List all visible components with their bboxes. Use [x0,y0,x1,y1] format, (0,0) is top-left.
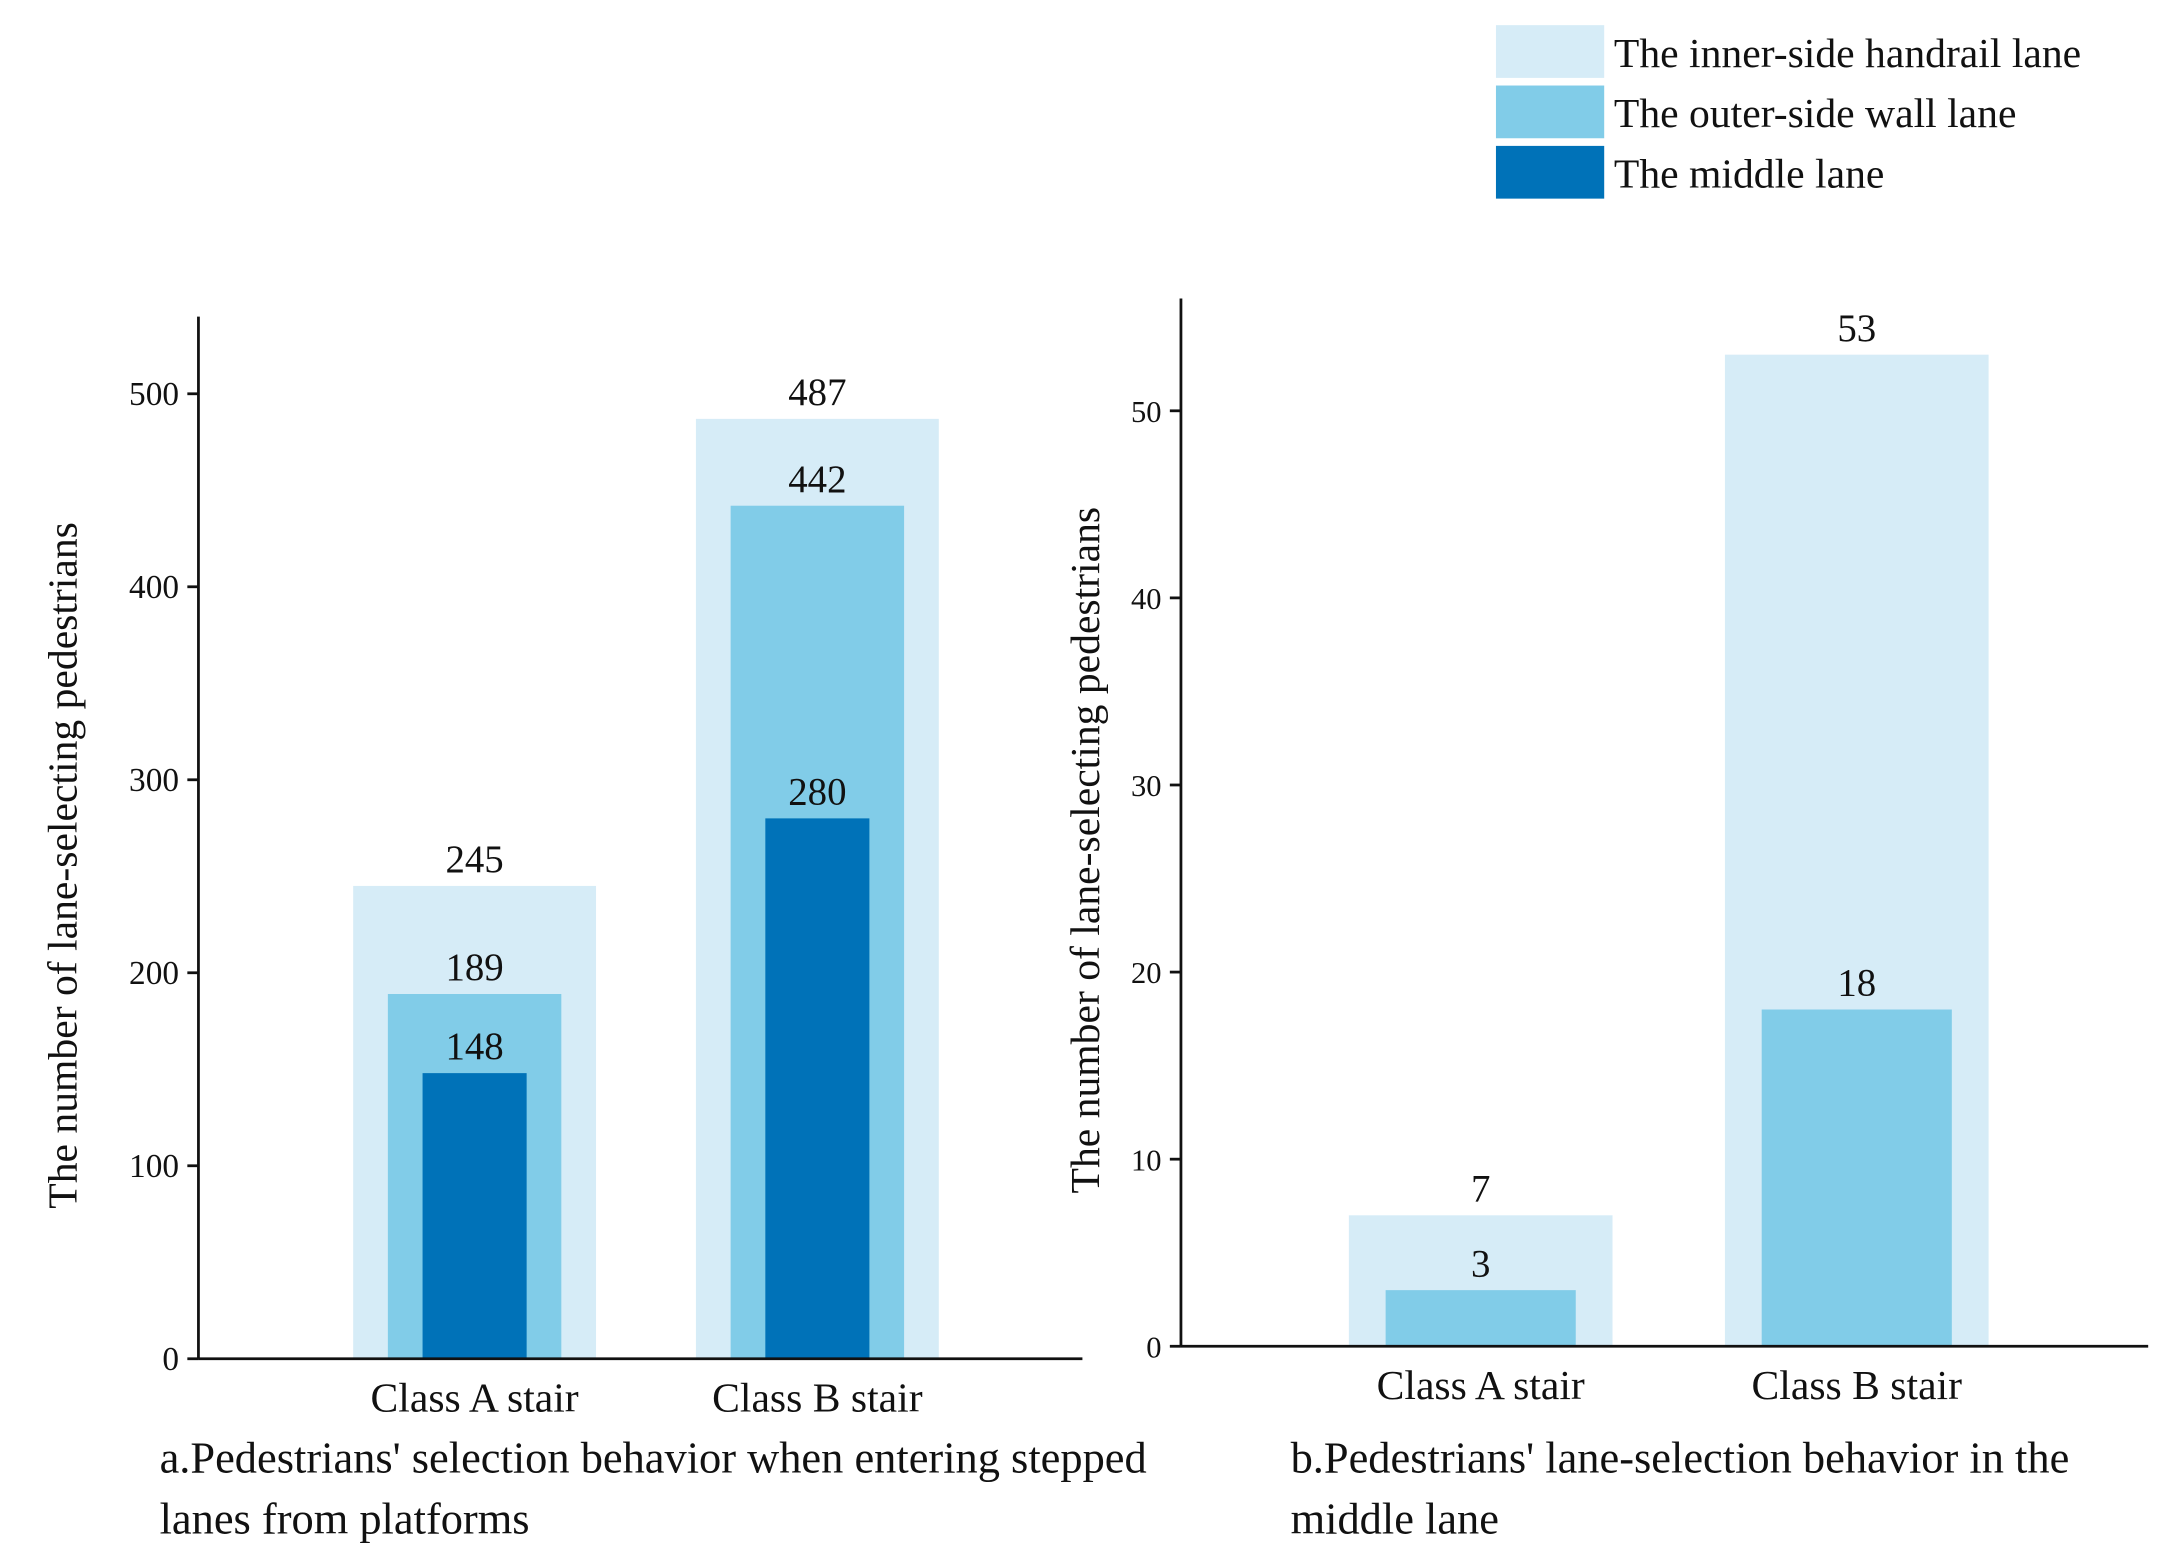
y-tick-label: 0 [1146,1330,1161,1364]
data-label: 245 [445,838,503,881]
bar [422,1073,527,1359]
y-axis-label: The number of lane-selecting pedestrians [40,522,86,1209]
y-tick-label: 100 [129,1148,179,1185]
x-tick-label: Class B stair [712,1375,923,1421]
legend-swatch [1495,85,1605,139]
y-tick-label: 300 [129,762,179,799]
caption-box: a.Pedestrians' selection behavior when e… [159,1432,1147,1544]
legend-swatch [1495,145,1605,199]
data-label: 442 [788,458,846,501]
y-tick-label: 10 [1131,1143,1162,1177]
caption: a.Pedestrians' selection behavior when e… [159,1432,1147,1544]
data-label: 53 [1837,307,1876,350]
y-tick-label: 500 [129,376,179,413]
data-label: 148 [445,1025,503,1068]
data-label: 18 [1837,962,1876,1005]
y-tick-label: 400 [129,569,179,606]
y-tick-label: 0 [162,1341,179,1378]
caption: b.Pedestrians' lane-selection behavior i… [1290,1432,2070,1544]
x-tick-label: Class B stair [1752,1363,1963,1409]
bar [1385,1290,1576,1347]
x-tick-label: Class A stair [371,1375,579,1421]
y-tick-label: 20 [1131,956,1162,990]
caption-box: b.Pedestrians' lane-selection behavior i… [1290,1432,2070,1544]
data-label: 3 [1471,1242,1490,1285]
bar [765,818,870,1359]
data-label: 487 [788,371,846,414]
x-tick-label: Class A stair [1377,1363,1585,1409]
data-label: 189 [445,946,503,989]
y-tick-label: 50 [1131,395,1162,429]
bar [1761,1009,1952,1347]
legend-label: The middle lane [1614,152,1884,198]
legend-label: The outer-side wall lane [1614,91,2017,137]
legend-label: The inner-side handrail lane [1614,31,2081,77]
y-tick-label: 30 [1131,769,1162,803]
y-axis-label: The number of lane-selecting pedestrians [1063,507,1109,1194]
y-tick-label: 40 [1131,582,1162,616]
data-label: 7 [1471,1167,1490,1210]
y-tick-label: 200 [129,955,179,992]
legend-swatch [1495,25,1605,78]
data-label: 280 [788,770,846,813]
